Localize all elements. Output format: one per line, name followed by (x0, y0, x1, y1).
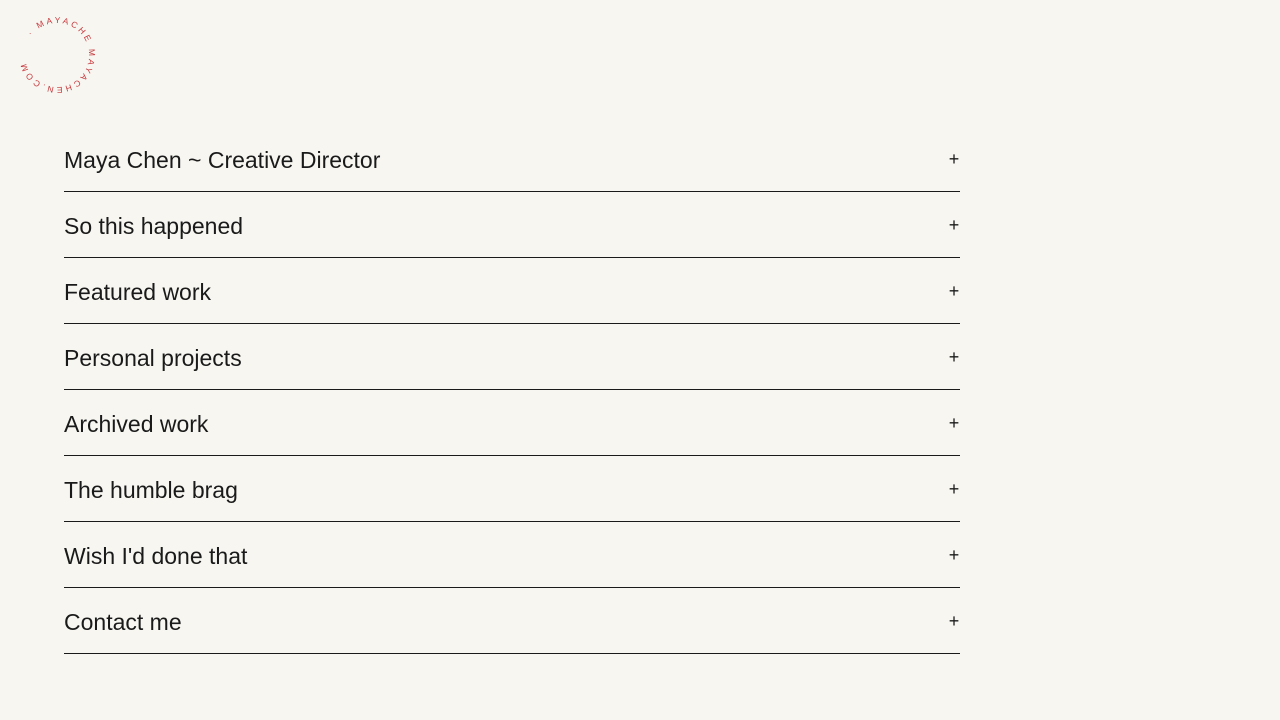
plus-icon[interactable]: + (948, 215, 960, 235)
menu-item-humble-brag[interactable]: The humble brag + (64, 456, 960, 522)
menu-item-about[interactable]: Maya Chen ~ Creative Director + (64, 126, 960, 192)
menu-item-personal-projects[interactable]: Personal projects + (64, 324, 960, 390)
menu-item-label: Wish I'd done that (64, 543, 248, 569)
circular-logo: · MAYACHE MAYACHEN.COM (18, 15, 97, 95)
plus-icon[interactable]: + (948, 413, 960, 433)
plus-icon[interactable]: + (948, 545, 960, 565)
menu-item-label: Contact me (64, 609, 182, 635)
plus-icon[interactable]: + (948, 347, 960, 367)
menu-item-contact[interactable]: Contact me + (64, 588, 960, 654)
accordion-menu: Maya Chen ~ Creative Director + So this h… (64, 126, 960, 654)
menu-item-wish-done-that[interactable]: Wish I'd done that + (64, 522, 960, 588)
menu-item-label: So this happened (64, 213, 244, 239)
menu-item-label: Archived work (64, 411, 209, 437)
menu-item-label: Featured work (64, 279, 212, 305)
plus-icon[interactable]: + (948, 149, 960, 169)
logo[interactable]: · MAYACHE MAYACHEN.COM (14, 12, 100, 98)
plus-icon[interactable]: + (948, 479, 960, 499)
menu-item-label: Maya Chen ~ Creative Director (64, 147, 381, 173)
menu-item-archived-work[interactable]: Archived work + (64, 390, 960, 456)
menu-item-featured-work[interactable]: Featured work + (64, 258, 960, 324)
plus-icon[interactable]: + (948, 281, 960, 301)
logo-text: · MAYACHE MAYACHEN.COM (18, 15, 97, 95)
plus-icon[interactable]: + (948, 611, 960, 631)
menu-item-so-this-happened[interactable]: So this happened + (64, 192, 960, 258)
menu-item-label: Personal projects (64, 345, 242, 371)
menu-item-label: The humble brag (64, 477, 238, 503)
